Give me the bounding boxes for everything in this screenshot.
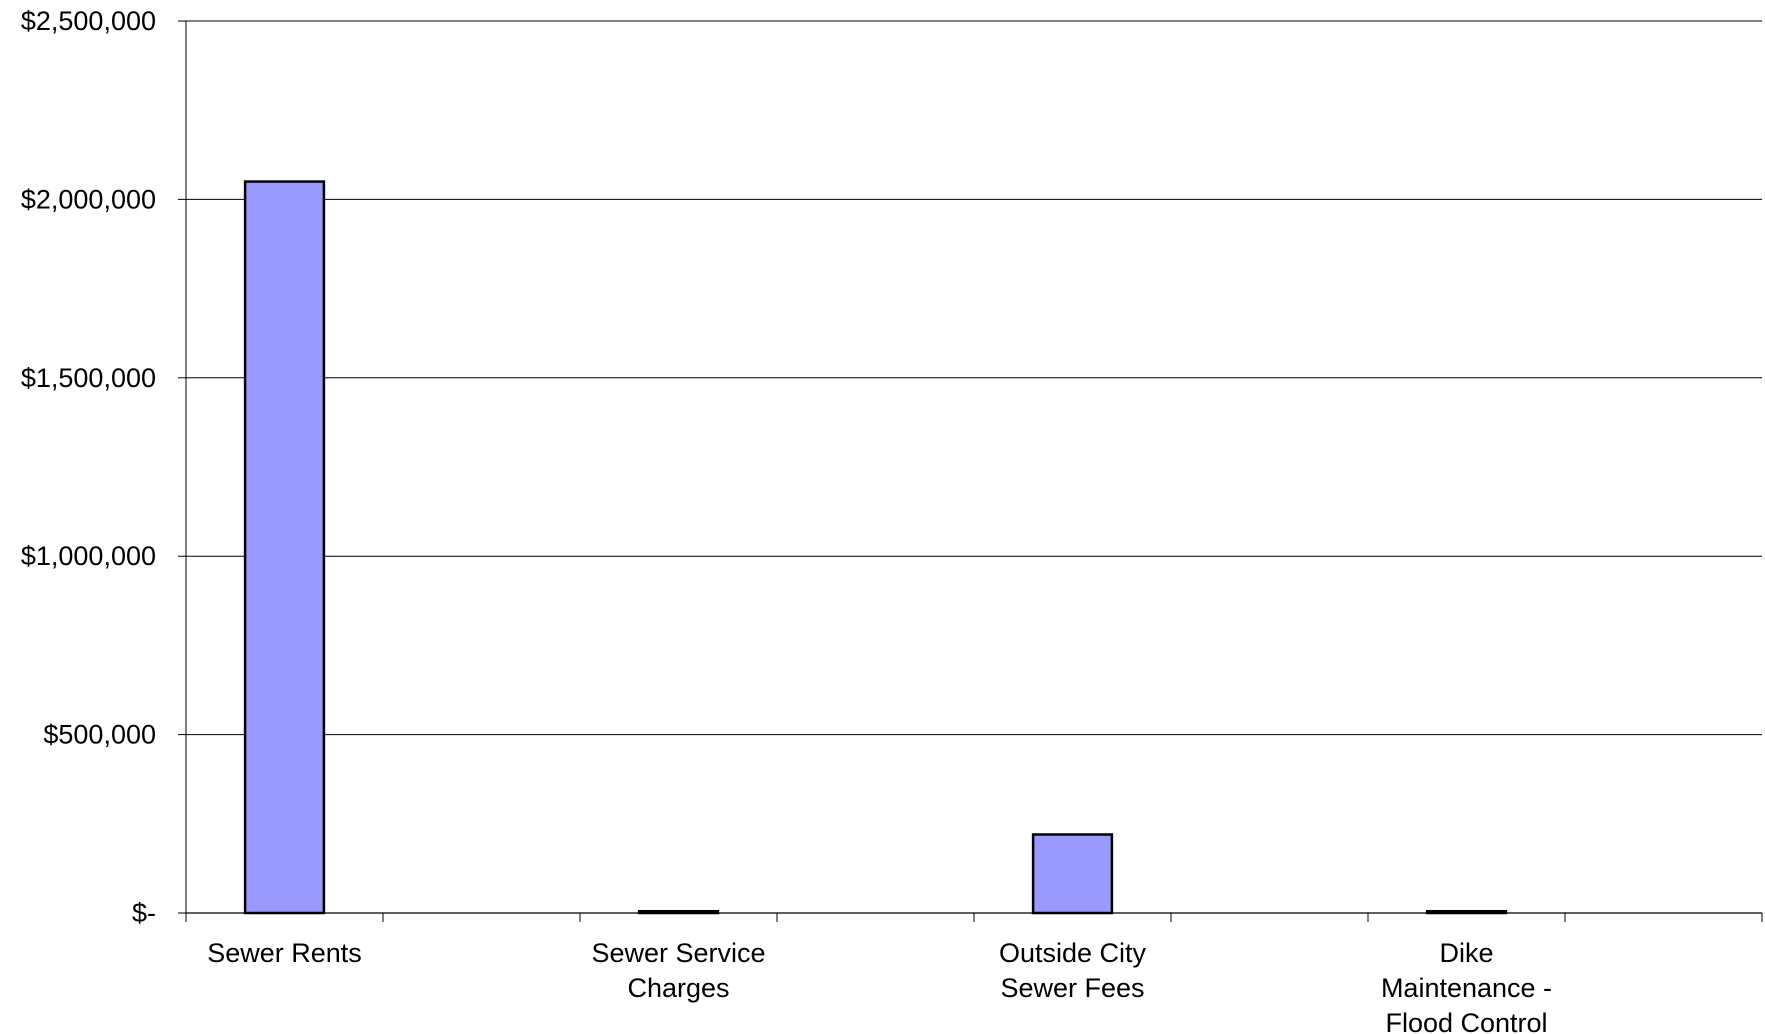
gridlines — [186, 20, 1762, 736]
y-tick-label: $500,000 — [43, 720, 156, 750]
x-tick-label: Dike Maintenance - Flood Control — [1381, 938, 1552, 1034]
x-tick-label-line: Sewer Rents — [207, 938, 362, 968]
axes — [178, 20, 1763, 922]
bar-outside-city-sewer-fees — [1031, 833, 1114, 915]
x-tick-label: Outside City Sewer Fees — [999, 938, 1147, 1003]
x-tick-label: Sewer Service Charges — [591, 938, 765, 1003]
y-tick-label: $2,000,000 — [21, 184, 156, 214]
y-tick-label: $1,000,000 — [21, 541, 156, 571]
bar-sewer-service-charges — [637, 909, 720, 915]
x-tick-label-line: Maintenance - — [1381, 973, 1552, 1003]
y-tick-labels: $- $500,000 $1,000,000 $1,500,000 $2,000,000… — [21, 6, 156, 928]
y-tick-label: $2,500,000 — [21, 6, 156, 36]
x-tick-labels: Sewer Rents Sewer Service Charges Outside C… — [207, 938, 1552, 1034]
y-tick-label: $1,500,000 — [21, 363, 156, 393]
x-tick-label-line: Flood Control — [1385, 1008, 1547, 1034]
y-tick-label: $- — [132, 898, 156, 928]
x-tick-label-line: Sewer Service — [591, 938, 765, 968]
x-tick-label-line: Charges — [627, 973, 729, 1003]
bar-sewer-rents — [243, 180, 326, 915]
x-tick-label: Sewer Rents — [207, 938, 362, 968]
x-tick-label-line: Sewer Fees — [1000, 973, 1144, 1003]
x-tick-label-line: Dike — [1439, 938, 1493, 968]
bars — [243, 180, 1508, 915]
x-tick-label-line: Outside City — [999, 938, 1147, 968]
bar-dike-maintenance-flood-control — [1425, 909, 1508, 915]
